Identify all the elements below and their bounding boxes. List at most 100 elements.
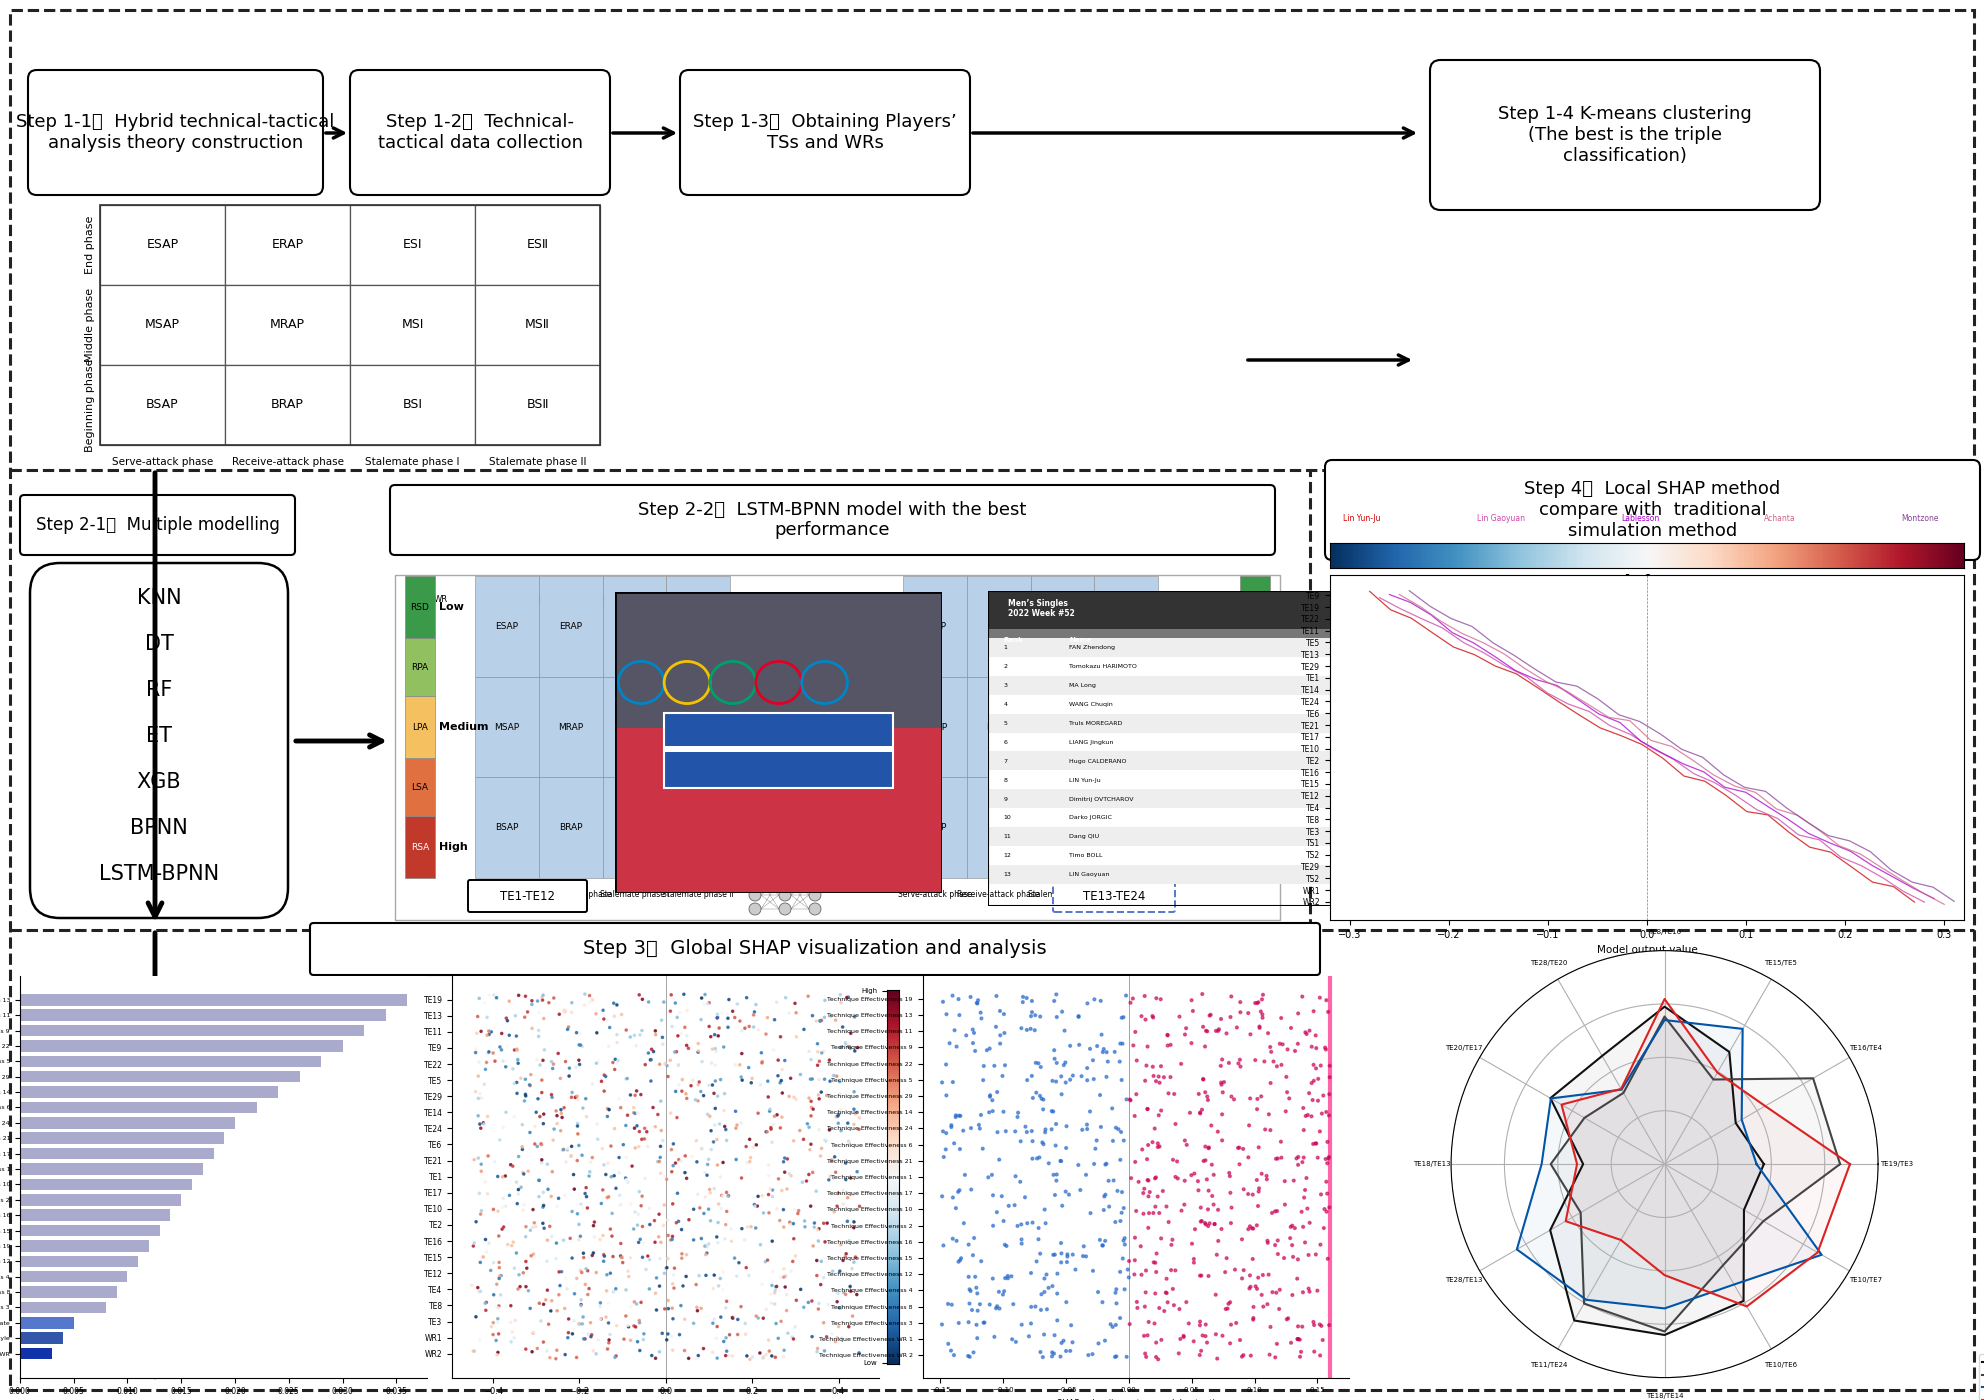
Point — [1202, 1018, 1234, 1040]
Point — [1105, 1032, 1137, 1054]
Text: Timo BOLL: Timo BOLL — [1069, 853, 1103, 858]
Point — [974, 1294, 1006, 1316]
Point — [657, 1228, 688, 1250]
Point — [1006, 1232, 1038, 1254]
Point — [1246, 1007, 1278, 1029]
Point — [1232, 1218, 1264, 1240]
Point — [1307, 1329, 1339, 1351]
Point — [1311, 1183, 1343, 1205]
Point — [1198, 1212, 1230, 1235]
Point — [506, 1162, 538, 1184]
Point — [569, 1273, 601, 1295]
Bar — [20, 1271, 127, 1282]
Point — [704, 1197, 736, 1219]
Point — [774, 1085, 806, 1107]
Point — [468, 1112, 500, 1134]
Point — [540, 1347, 571, 1369]
Point — [798, 1212, 829, 1235]
Point — [825, 1327, 857, 1350]
Point — [1071, 993, 1103, 1015]
Point — [774, 1211, 806, 1233]
Point — [1192, 1179, 1224, 1201]
Point — [1119, 1249, 1151, 1271]
Point — [1307, 1217, 1339, 1239]
Point — [1214, 1313, 1246, 1336]
Point — [1300, 1133, 1331, 1155]
Bar — [20, 1086, 278, 1098]
Text: CHN: CHN — [1363, 645, 1377, 651]
Point — [1212, 1292, 1244, 1315]
Point — [482, 1296, 514, 1319]
Point — [667, 1243, 698, 1266]
Point — [599, 1049, 631, 1071]
Point — [837, 1113, 869, 1135]
Point — [1038, 1100, 1069, 1123]
Point — [498, 1057, 530, 1079]
Point — [556, 1081, 587, 1103]
Point — [1288, 1281, 1319, 1303]
Point — [504, 1264, 536, 1287]
Point — [1133, 1310, 1165, 1333]
Text: 0: Beginning<4: 0: Beginning<4 — [762, 620, 859, 633]
Point — [1202, 1347, 1234, 1369]
Point — [1248, 1295, 1280, 1317]
Text: BRAP: BRAP — [272, 399, 304, 412]
Bar — [903, 575, 966, 676]
Point — [690, 1163, 722, 1186]
Point — [508, 1261, 540, 1284]
Text: MRAP: MRAP — [558, 722, 583, 731]
Point — [1010, 1116, 1042, 1138]
Point — [526, 986, 558, 1008]
Point — [484, 1036, 516, 1058]
Point — [740, 1194, 772, 1217]
Point — [682, 1040, 714, 1063]
Point — [625, 1194, 657, 1217]
Text: BSAP: BSAP — [147, 399, 179, 412]
Point — [952, 1310, 984, 1333]
Point — [964, 1001, 996, 1023]
Point — [1206, 1049, 1238, 1071]
Point — [569, 994, 601, 1016]
Point — [1210, 1247, 1242, 1270]
Point — [550, 1344, 581, 1366]
Text: 4: 4 — [1004, 701, 1008, 707]
Point — [625, 1228, 657, 1250]
Point — [760, 991, 792, 1014]
Lin Yun-Ju — [1540, 1156, 1563, 1173]
Text: 11: 11 — [1004, 834, 1012, 840]
Point — [645, 1247, 677, 1270]
Point — [750, 1120, 782, 1142]
Bar — [224, 286, 349, 365]
Point — [528, 1212, 559, 1235]
Point — [635, 1037, 667, 1060]
Point — [682, 1074, 714, 1096]
Point — [1214, 1291, 1246, 1313]
Point — [1067, 1235, 1099, 1257]
Point — [794, 1040, 825, 1063]
Point — [823, 1103, 855, 1126]
Text: 6: 6 — [1004, 739, 1008, 745]
Point — [724, 1112, 756, 1134]
Point — [536, 1086, 567, 1109]
Point — [478, 1323, 510, 1345]
Point — [728, 1016, 760, 1039]
Point — [1119, 1105, 1151, 1127]
Point — [760, 1275, 792, 1298]
Point — [500, 1025, 532, 1047]
Point — [1294, 1019, 1325, 1042]
Point — [774, 1162, 806, 1184]
Point — [762, 1103, 794, 1126]
Point — [1232, 1183, 1264, 1205]
Point — [599, 1347, 631, 1369]
Point — [524, 1169, 556, 1191]
Point — [1165, 1005, 1196, 1028]
Point — [1184, 1211, 1216, 1233]
Bar — [988, 732, 1494, 752]
Point — [1234, 1023, 1266, 1046]
Bar — [395, 575, 1280, 920]
Point — [1242, 993, 1274, 1015]
Point — [1042, 1163, 1073, 1186]
Point — [936, 984, 968, 1007]
Point — [698, 1131, 730, 1154]
Text: BRAP: BRAP — [986, 823, 1010, 832]
